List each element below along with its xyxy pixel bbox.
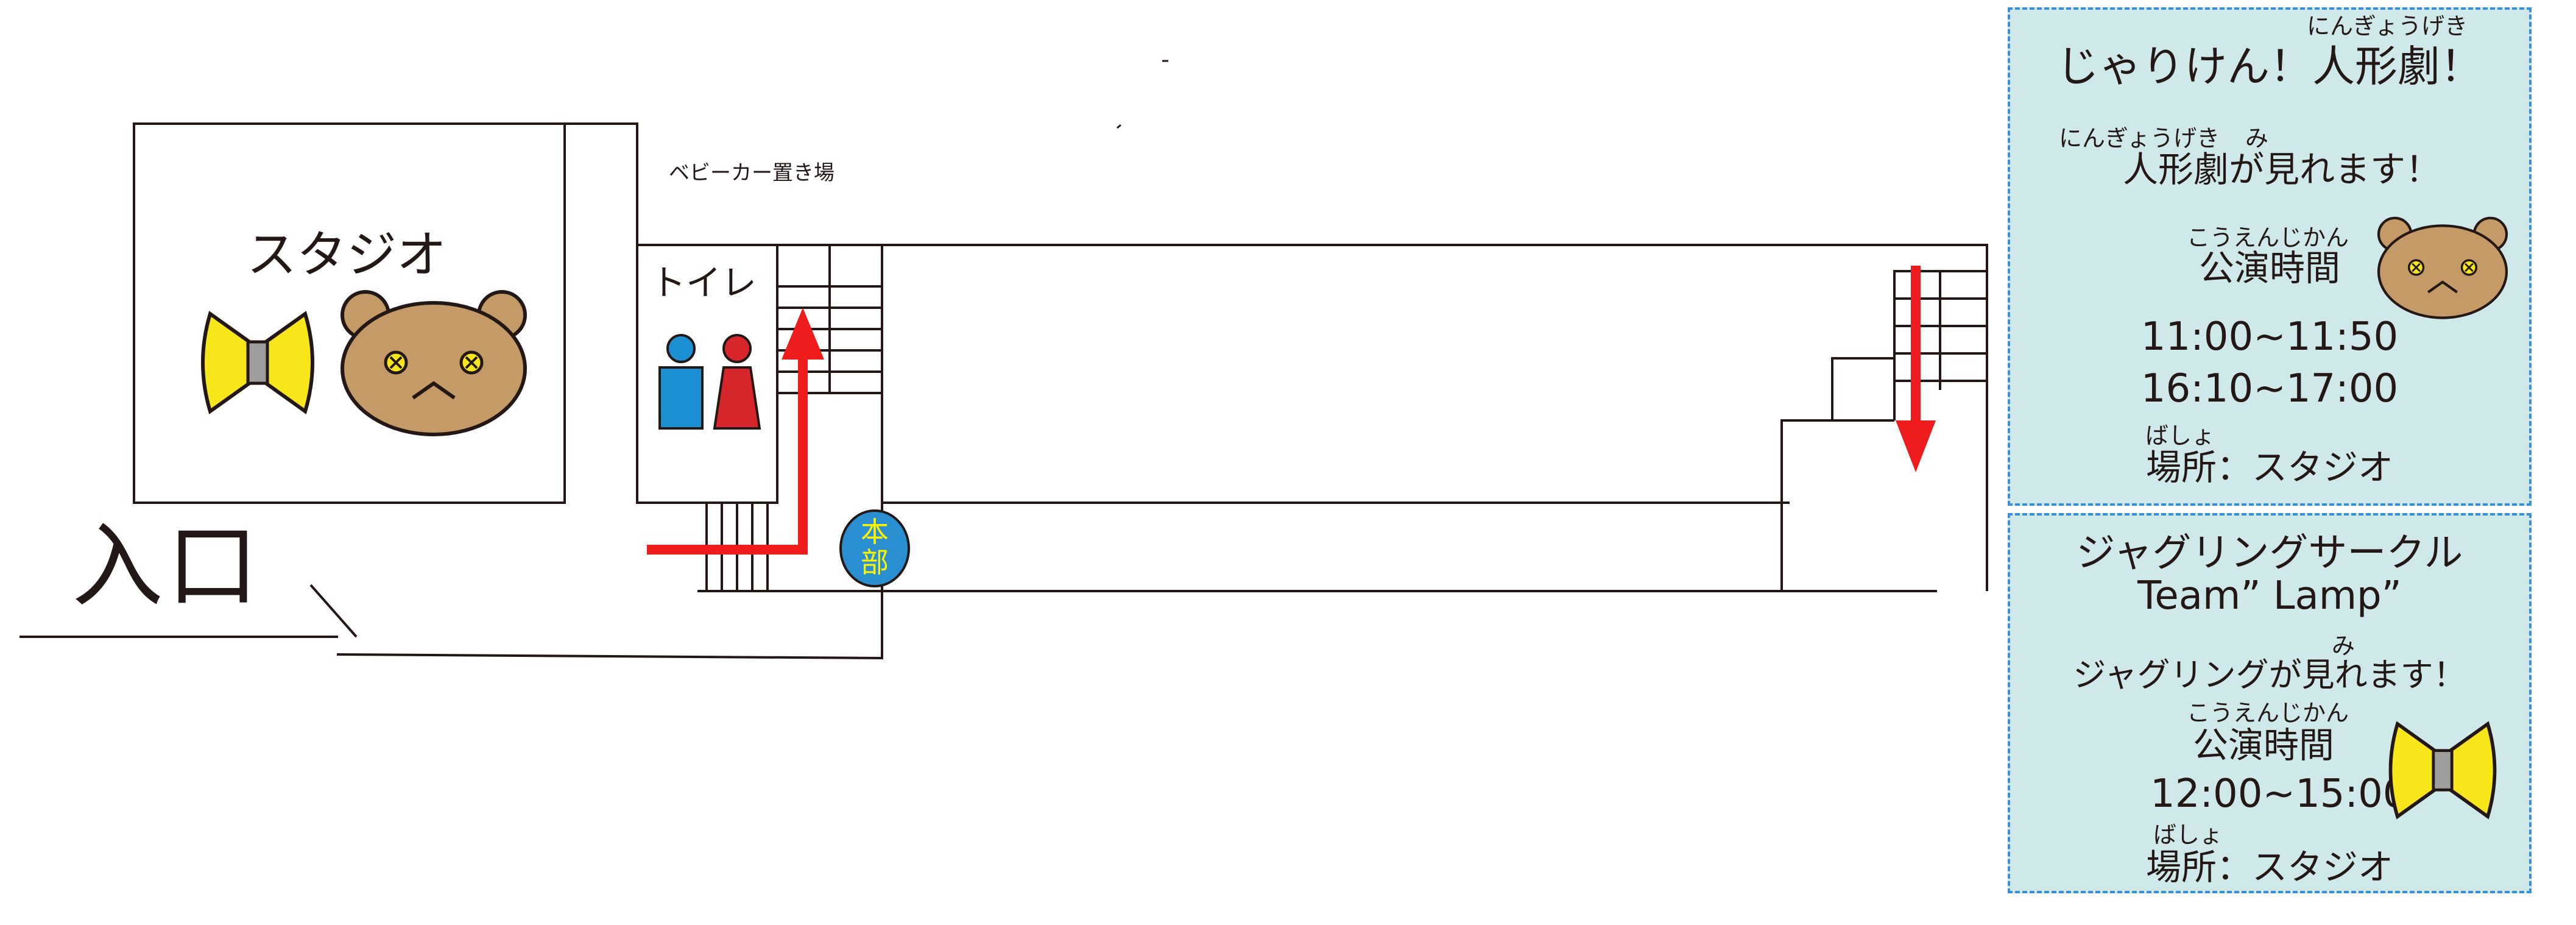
entrance-label: 入口 — [72, 514, 263, 620]
panel-title: ジャグリングサークル — [2076, 531, 2463, 576]
toilet-label: トイレ — [651, 262, 757, 303]
bowtie-icon — [2370, 709, 2516, 831]
studio-label: スタジオ — [247, 226, 447, 284]
hq-label[interactable]: 本部 — [861, 516, 889, 579]
left-stairs — [697, 245, 882, 592]
subtitle-ruby-1: にんぎょうげき — [2059, 125, 2220, 152]
hq-marker[interactable] — [839, 509, 910, 587]
panel-subtitle: ジャグリングが見れます！ — [2073, 656, 2466, 694]
bear-icon — [2370, 204, 2516, 325]
show-place: 場所：スタジオ — [2145, 846, 2393, 888]
subtitle-ruby: み — [2332, 633, 2355, 659]
show-time-1: 12:00~15:00 — [2150, 771, 2408, 817]
time-heading-ruby: こうえんじかん — [2187, 700, 2349, 726]
event-panel-puppet-show: にんぎょうげき じゃりけん！人形劇！ にんぎょうげき み 人形劇が見れます！ こ… — [2008, 7, 2532, 506]
title-ruby: にんぎょうげき — [2307, 13, 2468, 40]
time-heading: 公演時間 — [2199, 247, 2341, 289]
male-toilet-icon — [658, 334, 704, 430]
bear-icon — [342, 292, 525, 434]
route-arrow-down — [1896, 266, 1936, 472]
building-walls — [19, 122, 1988, 660]
time-heading: 公演時間 — [2193, 725, 2335, 766]
studio-room — [133, 122, 566, 504]
event-panel-juggling: ジャグリングサークル Team” Lamp” み ジャグリングが見れます！ こう… — [2008, 513, 2532, 893]
place-ruby: ばしょ — [2145, 422, 2215, 449]
panel-title: じゃりけん！人形劇！ — [2056, 41, 2483, 91]
show-time-1: 11:00~11:50 — [2140, 314, 2399, 360]
right-stairs — [1780, 270, 1987, 591]
show-time-2: 16:10~17:00 — [2140, 366, 2399, 411]
subtitle-ruby-2: み — [2245, 125, 2269, 152]
time-heading-ruby: こうえんじかん — [2187, 224, 2349, 251]
place-ruby: ばしょ — [2153, 821, 2223, 848]
stroller-parking-label: ベビーカー置き場 — [669, 161, 835, 185]
panel-title-line2: Team” Lamp” — [2137, 573, 2402, 618]
female-toilet-icon — [713, 334, 761, 430]
panel-subtitle: 人形劇が見れます！ — [2123, 149, 2441, 190]
bowtie-icon — [203, 314, 312, 411]
route-arrow-up — [647, 308, 824, 555]
show-place: 場所：スタジオ — [2145, 447, 2393, 488]
